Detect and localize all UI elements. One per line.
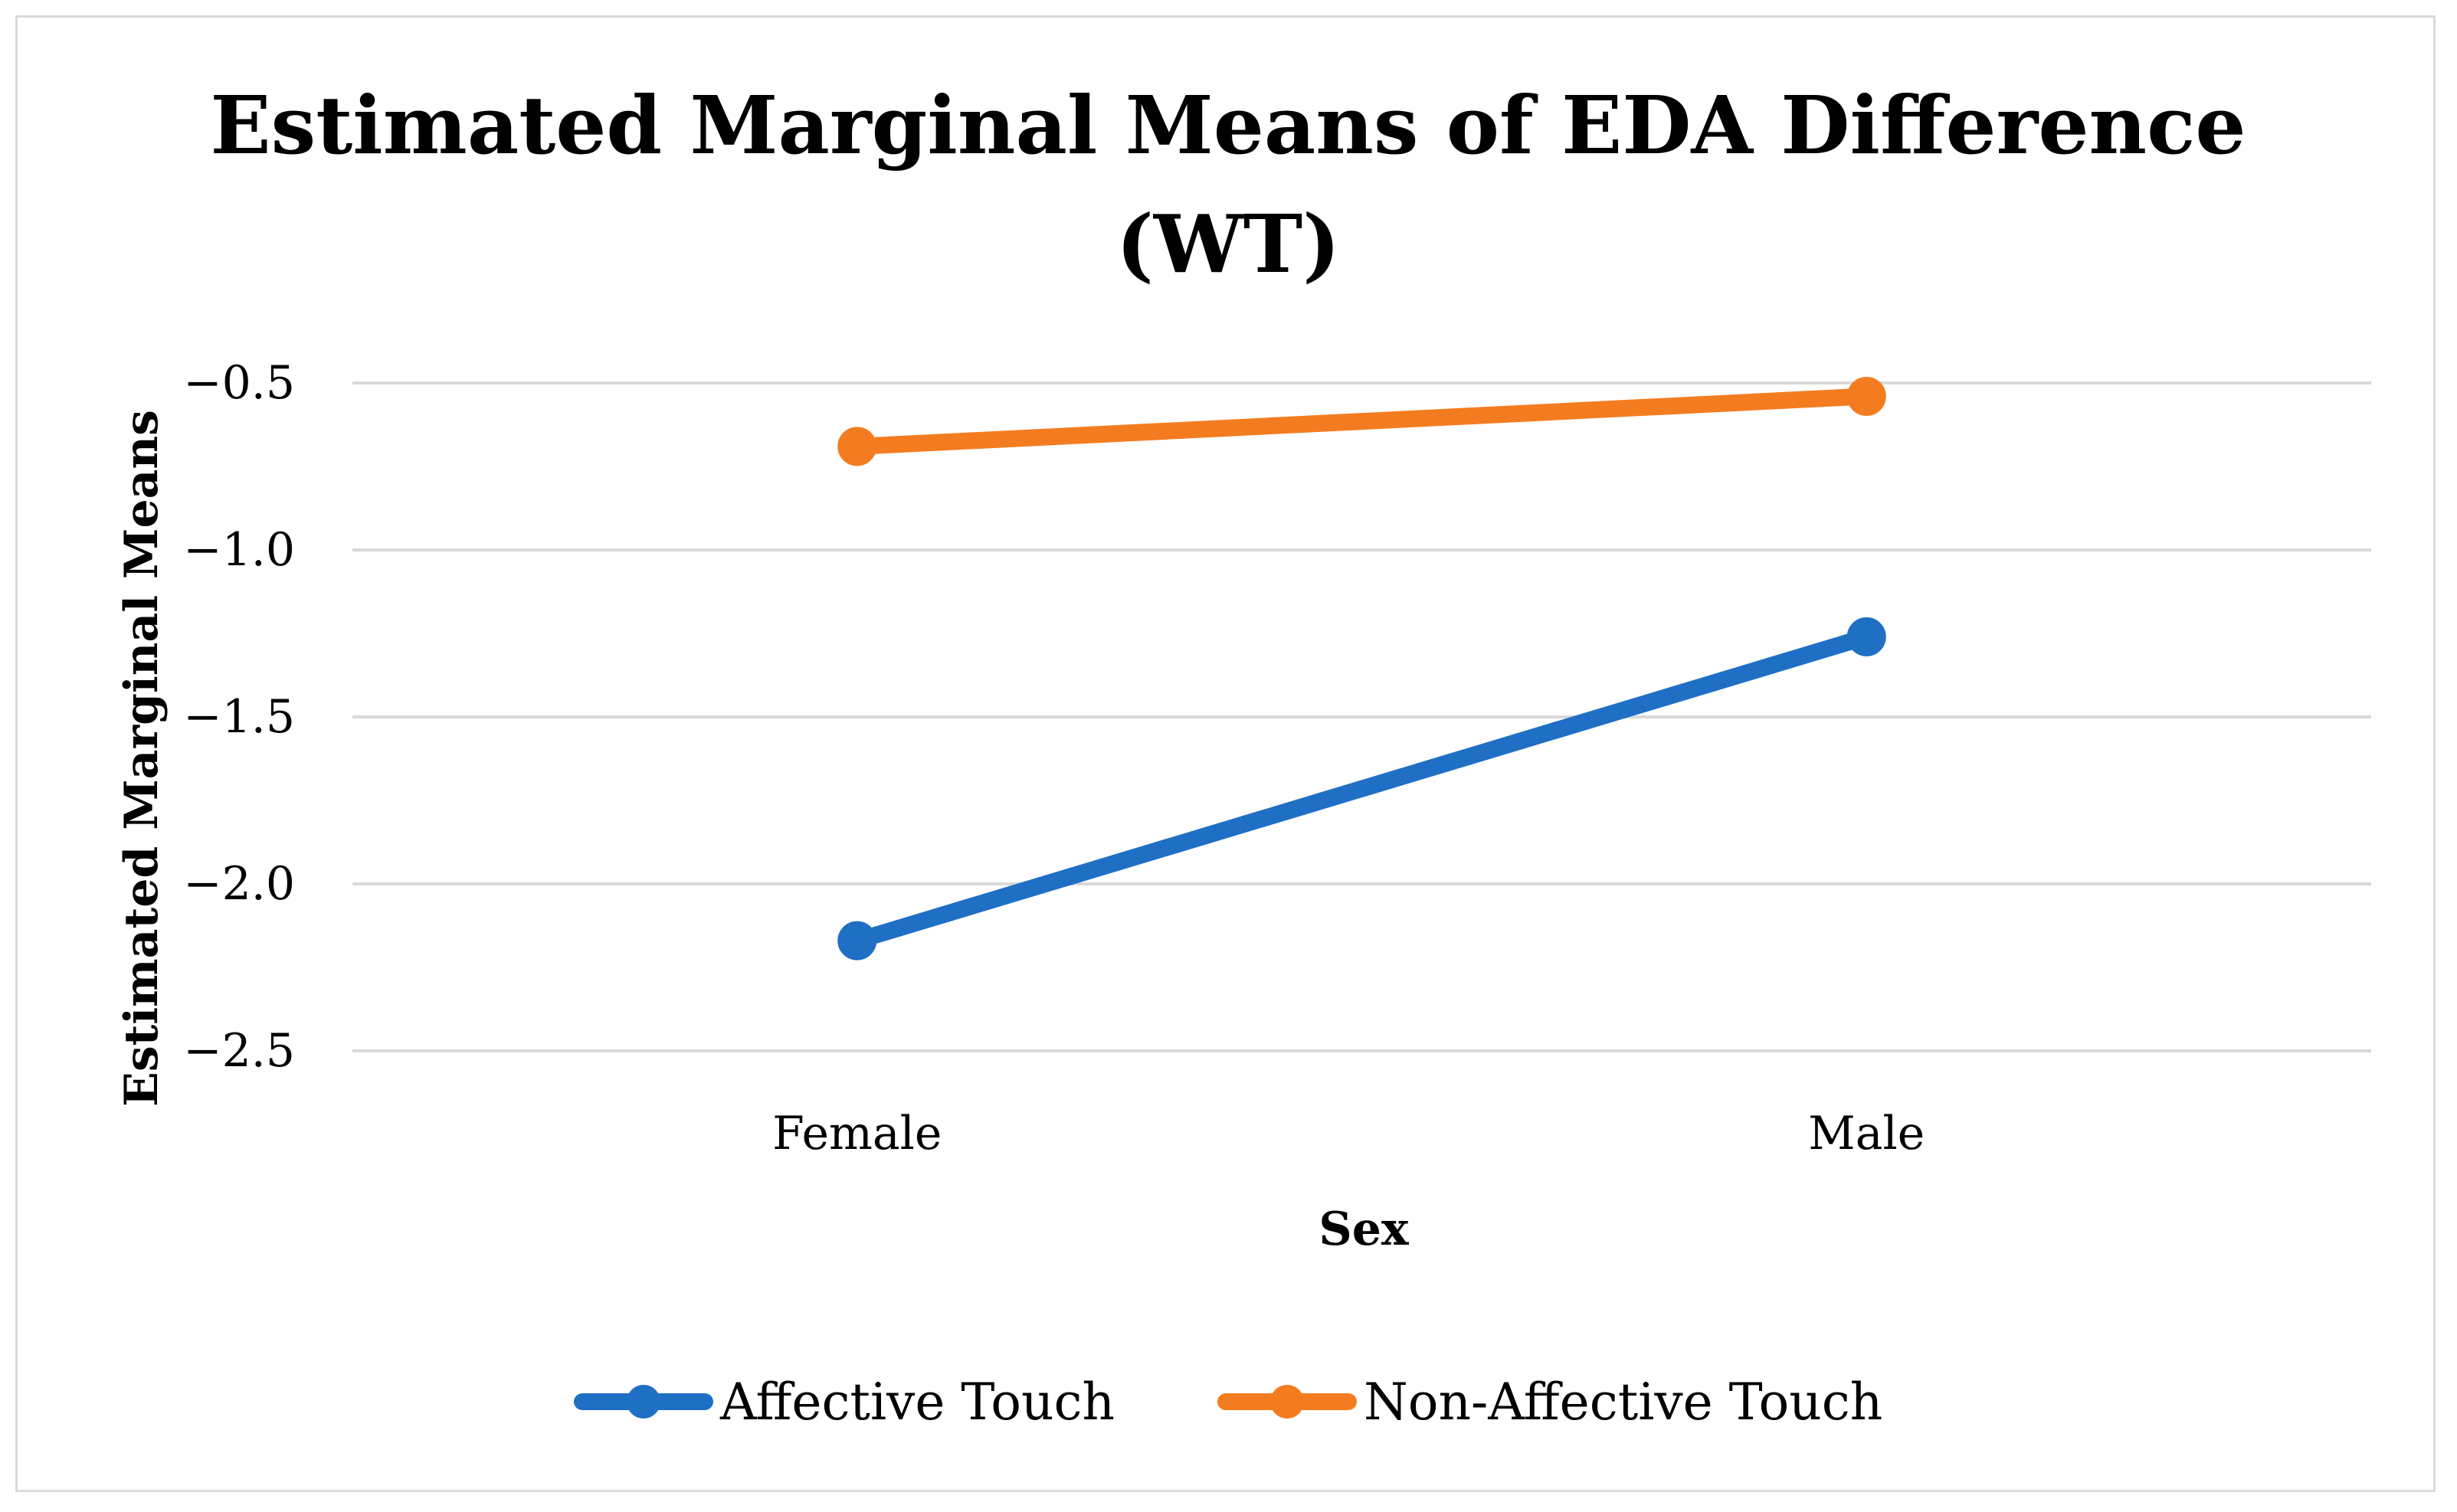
y-tick-label: −2.5 [183,1024,295,1078]
legend-swatch-marker [627,1385,660,1419]
legend-item[interactable]: Non-Affective Touch [1217,1373,1882,1432]
series-affective-touch [837,617,1886,961]
y-tick-label: −1.5 [183,690,295,744]
y-axis-ticks: −0.5 −1.0 −1.5 −2.0 −2.5 [183,356,295,1078]
y-tick-label: −0.5 [183,356,295,410]
gridlines [352,381,2371,1052]
data-point [837,921,877,961]
legend-swatch-marker [1270,1385,1304,1419]
data-series [837,376,1886,961]
legend-item[interactable]: Affective Touch [574,1373,1115,1432]
chart-frame [15,15,2436,1492]
x-tick-label: Male [1808,1107,1925,1160]
y-tick-label: −1.0 [183,523,295,577]
data-point [837,427,877,466]
data-point [1846,617,1886,656]
x-tick-label: Female [772,1107,942,1160]
x-axis-title: Sex [1319,1203,1410,1256]
legend-label: Affective Touch [719,1373,1115,1432]
series-non-affective-touch [837,376,1886,466]
y-axis-title: Estimated Marginal Means [115,410,169,1107]
legend[interactable]: Affective Touch Non-Affective Touch [574,1373,1882,1432]
series-line [848,628,1876,950]
chart-title-line-2: (WT) [1116,197,1341,291]
chart-title-line-1: Estimated Marginal Means of EDA Differen… [210,78,2246,172]
data-point [1846,376,1886,416]
legend-label: Non-Affective Touch [1364,1373,1882,1432]
y-tick-label: −2.0 [183,857,295,911]
x-axis-ticks: Female Male [772,1107,1925,1160]
chart-title: Estimated Marginal Means of EDA Differen… [210,78,2246,291]
series-line [848,388,1876,455]
